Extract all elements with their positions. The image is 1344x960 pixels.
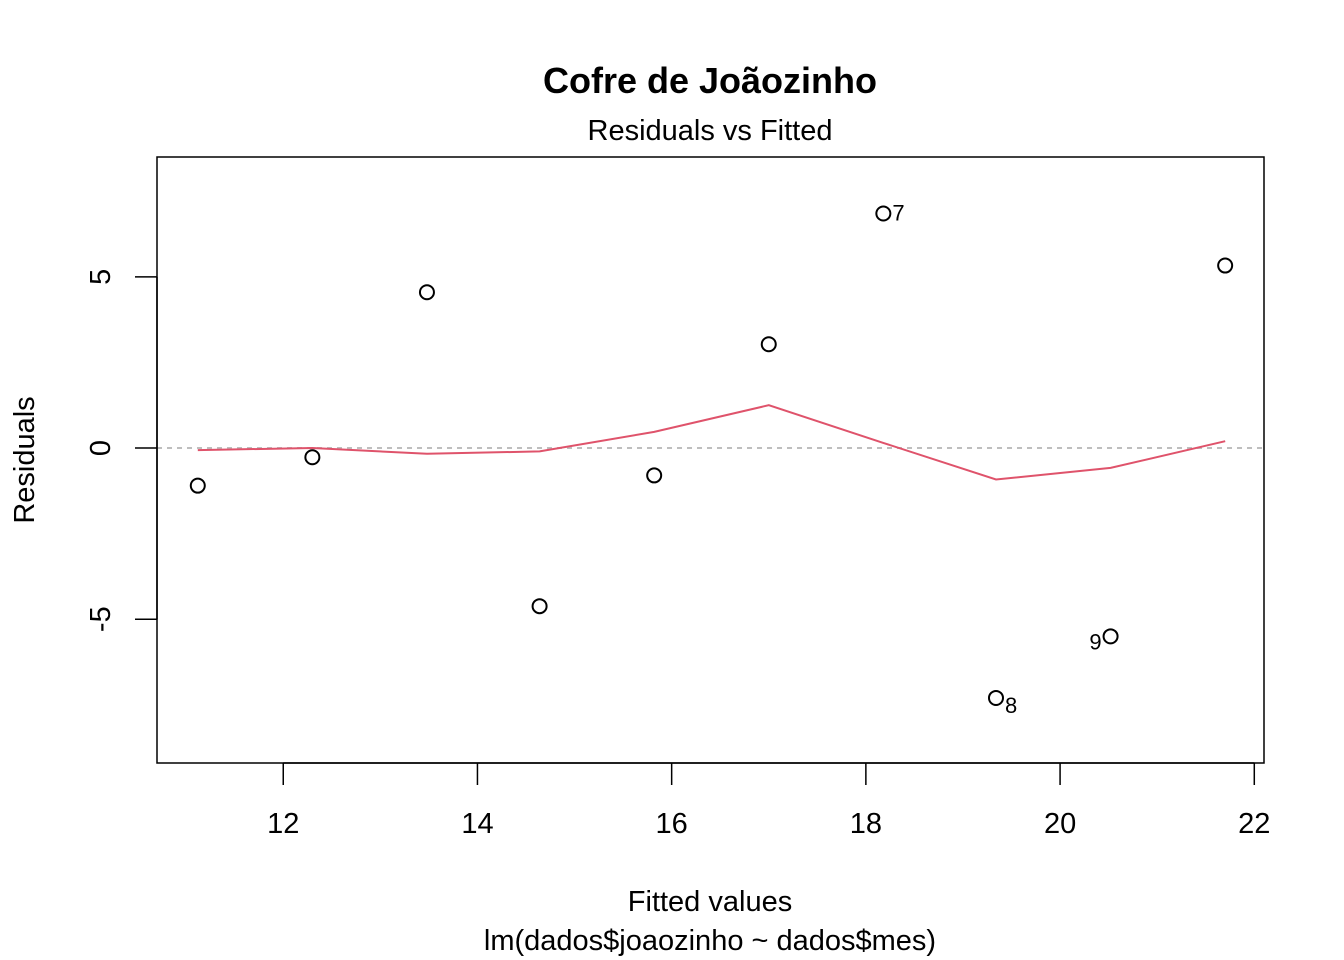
smooth-layer (197, 404, 1226, 481)
data-point (418, 284, 435, 301)
y-tick-label: -5 (85, 606, 117, 632)
data-point (987, 689, 1004, 706)
smooth-trend-line (197, 404, 1226, 481)
data-point (875, 205, 892, 222)
point-label: 9 (1089, 629, 1101, 654)
chart-subtitle: Residuals vs Fitted (588, 115, 833, 147)
data-point (189, 477, 206, 494)
y-axis-label: Residuals (9, 396, 41, 523)
data-point (1217, 257, 1234, 274)
chart-title: Cofre de Joãozinho (543, 60, 877, 101)
x-axis-label: Fitted values (628, 886, 792, 918)
point-label: 8 (1005, 693, 1017, 718)
data-point (304, 449, 321, 466)
x-tick-label: 22 (1238, 808, 1270, 840)
data-point (760, 336, 777, 353)
y-axis: -5 0 5 (85, 269, 158, 632)
data-point (1102, 628, 1119, 645)
x-tick-label: 16 (656, 808, 688, 840)
plot-frame (156, 156, 1265, 764)
data-point (646, 467, 663, 484)
x-axis-sublabel: lm(dados$joaozinho ~ dados$mes) (484, 925, 936, 957)
x-axis: 12 14 16 18 20 22 (267, 762, 1270, 840)
x-tick-label: 18 (850, 808, 882, 840)
x-tick-label: 12 (267, 808, 299, 840)
points-layer: 7 8 9 (189, 200, 1234, 718)
data-point (531, 598, 548, 615)
x-tick-label: 14 (461, 808, 493, 840)
point-label: 7 (892, 200, 904, 225)
x-tick-label: 20 (1044, 808, 1076, 840)
y-tick-label: 0 (85, 440, 117, 456)
y-tick-label: 5 (85, 269, 117, 285)
